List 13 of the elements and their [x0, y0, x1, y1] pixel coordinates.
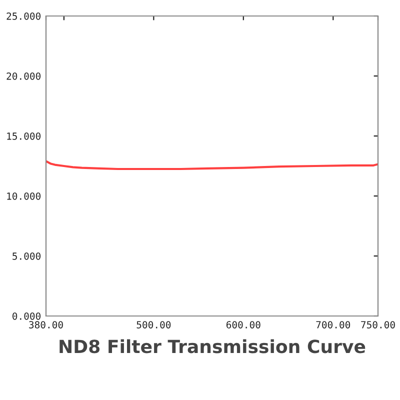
y-tick-label: 25.000	[6, 12, 41, 20]
x-tick-label: 600.00	[226, 321, 260, 328]
x-tick-label: 380.00	[29, 321, 63, 328]
y-tick-label: 20.000	[6, 72, 41, 80]
y-tick-label: 15.000	[7, 132, 41, 140]
text: ND8 Filter Transmission Curve	[60, 339, 366, 354]
y-tick-label: 0.000	[12, 312, 41, 320]
line-series	[46, 160, 378, 170]
x-tick-label: 700.00	[316, 321, 350, 328]
y-tick-label: 5.000	[12, 252, 41, 260]
y-tick-label: 10.000	[7, 192, 41, 200]
x-tick-label: 500.00	[136, 321, 171, 328]
x-tick-label: 750.00	[361, 321, 395, 328]
